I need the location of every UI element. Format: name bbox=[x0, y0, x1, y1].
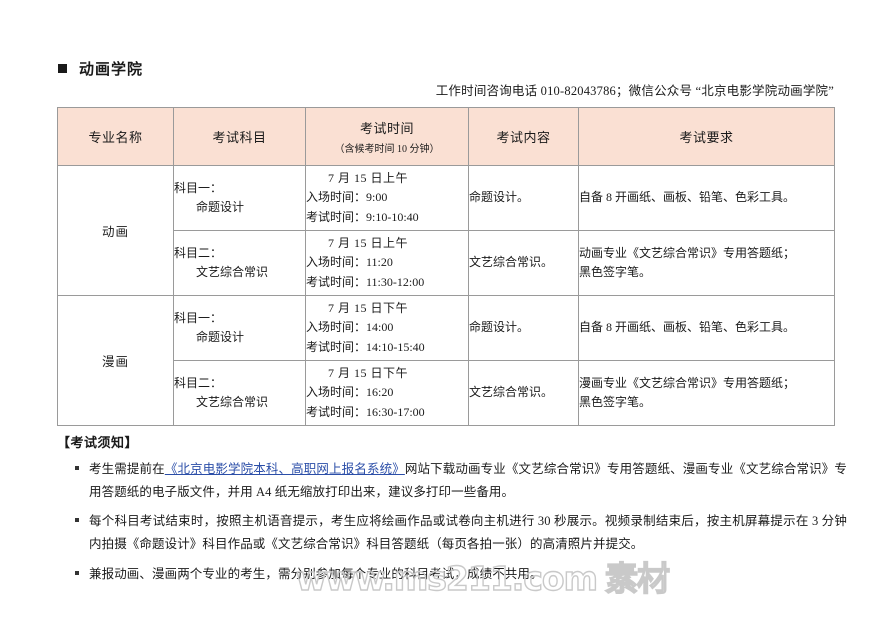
column-header-major: 专业名称 bbox=[57, 107, 174, 166]
note-text: 兼报动画、漫画两个专业的考生，需分别参加每个专业的科目考试，成绩不共用。 bbox=[89, 566, 543, 581]
column-header-requirement: 考试要求 bbox=[578, 107, 835, 166]
subject-cell: 科目一： 命题设计 bbox=[173, 165, 306, 231]
bullet-icon bbox=[75, 570, 79, 575]
requirement-cell: 动画专业《文艺综合常识》专用答题纸； 黑色签字笔。 bbox=[578, 230, 835, 296]
note-text: 考生需提前在《北京电影学院本科、高职网上报名系统》网站下载动画专业《文艺综合常识… bbox=[89, 458, 847, 504]
table-row: 科目二： 文艺综合常识 7 月 15 日下午 入场时间：16:20 考试时间：1… bbox=[58, 360, 835, 426]
content-cell: 文艺综合常识。 bbox=[468, 360, 579, 426]
bullet-icon bbox=[75, 518, 79, 523]
content-cell: 命题设计。 bbox=[468, 295, 579, 361]
table-row: 动画 科目一： 命题设计 7 月 15 日上午 入场时间：9:00 考试时间：9… bbox=[57, 165, 835, 296]
section-heading: 动画学院 bbox=[58, 58, 143, 79]
bullet-icon bbox=[75, 466, 79, 470]
requirement-cell: 自备 8 开画纸、画板、铅笔、色彩工具。 bbox=[578, 295, 835, 361]
note-text: 每个科目考试结束时，按照主机语音提示，考生应将绘画作品或试卷向主机进行 30 秒… bbox=[89, 514, 847, 552]
column-header-time: 考试时间 （含候考时间 10 分钟） bbox=[305, 107, 469, 166]
notes-title: 【考试须知】 bbox=[57, 435, 139, 450]
list-item: 每个科目考试结束时，按照主机语音提示，考生应将绘画作品或试卷向主机进行 30 秒… bbox=[57, 510, 847, 556]
square-bullet-icon bbox=[58, 64, 67, 73]
subject-cell: 科目二： 文艺综合常识 bbox=[173, 230, 306, 296]
subject-cell: 科目一： 命题设计 bbox=[173, 295, 306, 361]
page-title: 动画学院 bbox=[79, 62, 144, 78]
requirement-cell: 自备 8 开画纸、画板、铅笔、色彩工具。 bbox=[578, 165, 835, 231]
registration-system-link[interactable]: 《北京电影学院本科、高职网上报名系统》 bbox=[164, 462, 405, 476]
table-row: 科目二： 文艺综合常识 7 月 15 日上午 入场时间：11:20 考试时间：1… bbox=[58, 230, 835, 296]
content-cell: 文艺综合常识。 bbox=[468, 230, 579, 296]
time-cell: 7 月 15 日上午 入场时间：11:20 考试时间：11:30-12:00 bbox=[305, 230, 469, 296]
content-cell: 命题设计。 bbox=[468, 165, 579, 231]
note-post: 网站下载动画专业《文艺综合常识》专用答题纸、漫画专业《文艺综合常识》专用答题纸的… bbox=[89, 462, 847, 500]
list-item: 兼报动画、漫画两个专业的考生，需分别参加每个专业的科目考试，成绩不共用。 bbox=[57, 563, 847, 586]
table-header-row: 专业名称 考试科目 考试时间 （含候考时间 10 分钟） 考试内容 考试要求 bbox=[57, 107, 835, 166]
time-cell: 7 月 15 日下午 入场时间：14:00 考试时间：14:10-15:40 bbox=[305, 295, 469, 361]
exam-schedule-table: 专业名称 考试科目 考试时间 （含候考时间 10 分钟） 考试内容 考试要求 bbox=[57, 107, 835, 426]
subject-cell: 科目二： 文艺综合常识 bbox=[173, 360, 306, 426]
time-cell: 7 月 15 日上午 入场时间：9:00 考试时间：9:10-10:40 bbox=[305, 165, 469, 231]
contact-info-line: 工作时间咨询电话 010-82043786；微信公众号 “北京电影学院动画学院” bbox=[435, 84, 834, 98]
column-header-subject: 考试科目 bbox=[173, 107, 306, 166]
list-item: 考生需提前在《北京电影学院本科、高职网上报名系统》网站下载动画专业《文艺综合常识… bbox=[57, 458, 847, 504]
column-header-content: 考试内容 bbox=[468, 107, 579, 166]
major-cell-animation: 动画 bbox=[57, 165, 174, 296]
exam-notice-section: 【考试须知】 考生需提前在《北京电影学院本科、高职网上报名系统》网站下载动画专业… bbox=[57, 432, 847, 592]
note-pre: 考生需提前在 bbox=[89, 462, 165, 476]
requirement-cell: 漫画专业《文艺综合常识》专用答题纸； 黑色签字笔。 bbox=[578, 360, 835, 426]
column-header-time-sub: （含候考时间 10 分钟） bbox=[334, 144, 440, 155]
major-cell-comic: 漫画 bbox=[57, 295, 174, 426]
table-row: 漫画 科目一： 命题设计 7 月 15 日下午 入场时间：14:00 考试时间：… bbox=[57, 295, 835, 426]
time-cell: 7 月 15 日下午 入场时间：16:20 考试时间：16:30-17:00 bbox=[305, 360, 469, 426]
